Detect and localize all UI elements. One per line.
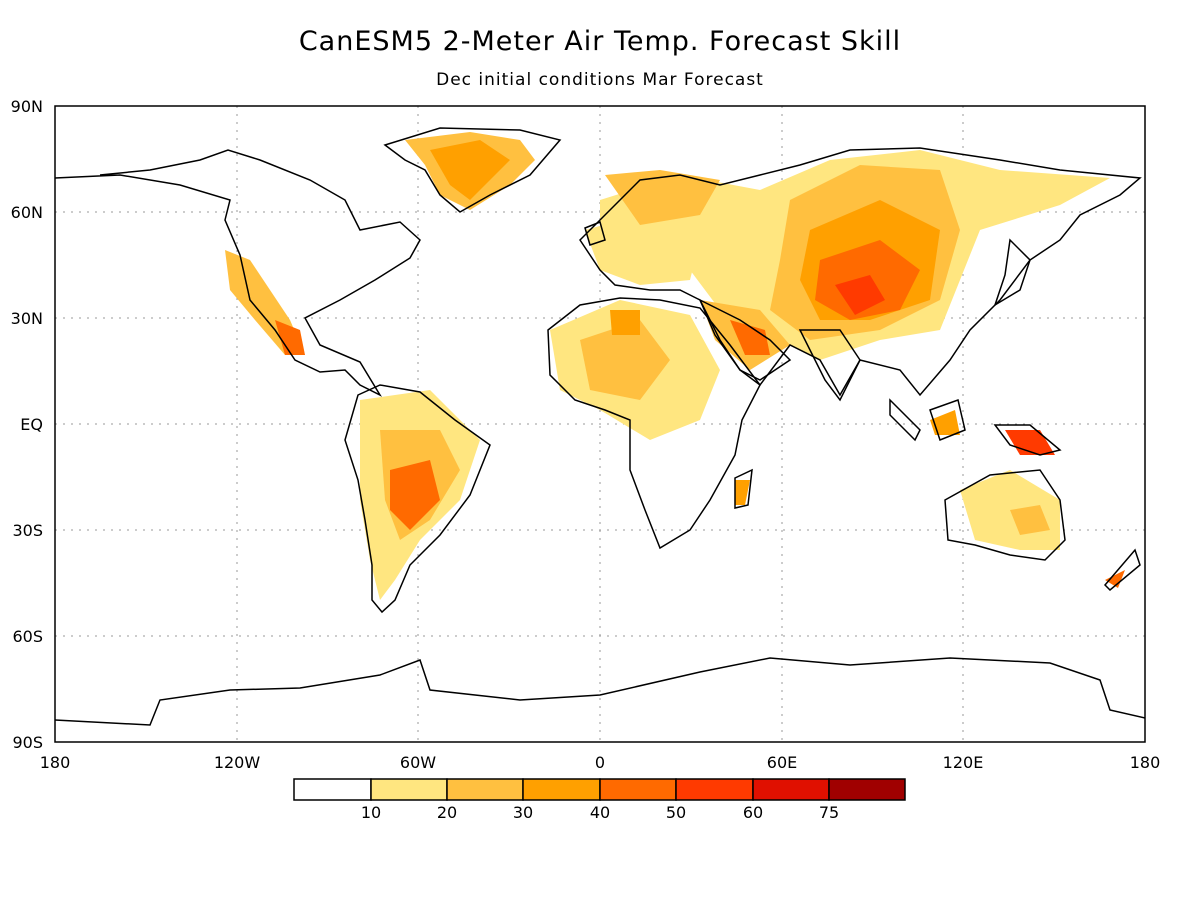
color-legend: 10 20 30 40 50 60 75	[293, 778, 906, 822]
lon-label: 120W	[214, 753, 261, 772]
legend-swatch	[522, 778, 601, 801]
lat-label: 30N	[11, 309, 43, 328]
lon-label: 60E	[767, 753, 797, 772]
legend-swatch	[293, 778, 372, 801]
legend-label: 60	[743, 803, 763, 822]
legend-swatch	[752, 778, 830, 801]
legend-swatch	[675, 778, 754, 801]
legend-label: 50	[666, 803, 686, 822]
legend-label: 40	[590, 803, 610, 822]
lon-label: 180	[40, 753, 71, 772]
lon-label: 0	[595, 753, 605, 772]
skill-shading	[225, 132, 1125, 600]
legend-swatch	[446, 778, 524, 801]
map-title: CanESM5 2-Meter Air Temp. Forecast Skill	[298, 26, 902, 57]
lat-label: 90S	[12, 733, 43, 752]
longitude-labels: 180 120W 60W 0 60E 120E 180	[40, 753, 1161, 772]
lat-label: 60S	[12, 627, 43, 646]
map-frame	[54, 105, 1146, 743]
legend-swatch	[370, 778, 448, 801]
coastlines	[54, 127, 1146, 726]
legend-swatch	[599, 778, 677, 801]
lat-label: 60N	[11, 203, 43, 222]
legend-label: 20	[437, 803, 457, 822]
legend-label: 75	[819, 803, 839, 822]
legend-label: 30	[513, 803, 533, 822]
lon-label: 180	[1130, 753, 1161, 772]
lat-label: 30S	[12, 521, 43, 540]
legend-label: 10	[361, 803, 381, 822]
map-subtitle: Dec initial conditions Mar Forecast	[436, 70, 764, 90]
lon-label: 60W	[400, 753, 436, 772]
lat-label: 90N	[11, 97, 43, 116]
latitude-labels: 90N 60N 30N EQ 30S 60S 90S	[11, 97, 43, 752]
lat-label: EQ	[20, 415, 43, 434]
legend-swatch	[828, 778, 906, 801]
lon-label: 120E	[943, 753, 984, 772]
